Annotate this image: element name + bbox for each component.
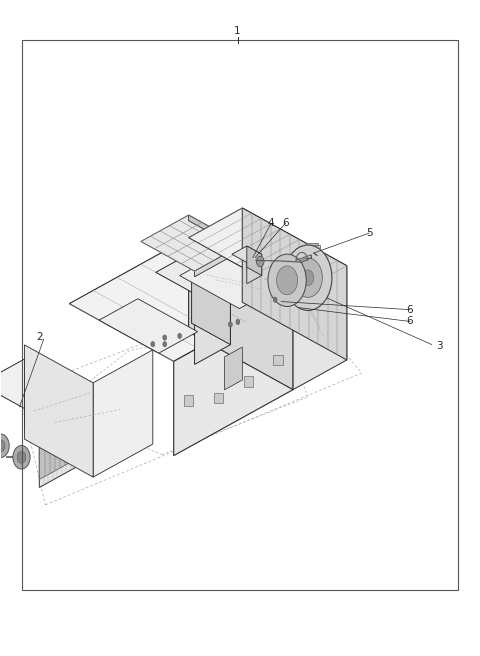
- Text: 6: 6: [282, 218, 289, 228]
- Polygon shape: [247, 255, 262, 284]
- Polygon shape: [189, 237, 293, 390]
- Polygon shape: [243, 376, 253, 386]
- Polygon shape: [39, 392, 84, 487]
- Polygon shape: [194, 245, 242, 277]
- Polygon shape: [192, 253, 230, 344]
- Polygon shape: [141, 215, 242, 271]
- Circle shape: [236, 319, 240, 325]
- Text: 2: 2: [36, 331, 43, 342]
- Circle shape: [178, 333, 181, 338]
- Polygon shape: [242, 208, 347, 360]
- Polygon shape: [225, 347, 242, 390]
- Polygon shape: [189, 215, 242, 251]
- Polygon shape: [99, 298, 198, 353]
- Circle shape: [0, 440, 5, 451]
- Text: 5: 5: [366, 228, 372, 238]
- Polygon shape: [232, 246, 262, 262]
- Circle shape: [13, 445, 30, 469]
- Circle shape: [163, 342, 167, 347]
- Polygon shape: [274, 355, 283, 365]
- Circle shape: [163, 335, 167, 340]
- Circle shape: [256, 256, 264, 267]
- Circle shape: [228, 322, 232, 327]
- Polygon shape: [93, 350, 153, 477]
- Polygon shape: [306, 243, 318, 261]
- Bar: [22, 40, 458, 590]
- Circle shape: [268, 254, 306, 306]
- Polygon shape: [184, 395, 193, 405]
- Polygon shape: [39, 397, 78, 480]
- Polygon shape: [24, 359, 84, 462]
- Polygon shape: [189, 208, 347, 295]
- Circle shape: [284, 245, 332, 310]
- Polygon shape: [180, 254, 278, 308]
- Text: 3: 3: [436, 340, 443, 351]
- Polygon shape: [247, 246, 262, 276]
- Polygon shape: [194, 274, 230, 365]
- Text: 6: 6: [407, 316, 413, 327]
- Polygon shape: [24, 345, 93, 477]
- Polygon shape: [214, 393, 223, 403]
- Polygon shape: [0, 359, 84, 417]
- Text: 6: 6: [407, 304, 413, 315]
- Circle shape: [276, 266, 298, 295]
- Polygon shape: [69, 237, 293, 361]
- Polygon shape: [174, 295, 293, 456]
- Circle shape: [151, 342, 155, 347]
- Text: 1: 1: [234, 26, 241, 36]
- Polygon shape: [293, 266, 347, 390]
- Circle shape: [17, 451, 26, 463]
- Text: 4: 4: [268, 218, 275, 228]
- Circle shape: [0, 434, 9, 457]
- Polygon shape: [156, 253, 230, 294]
- Circle shape: [294, 258, 323, 297]
- Circle shape: [273, 297, 277, 302]
- Polygon shape: [309, 245, 320, 258]
- Circle shape: [302, 270, 314, 285]
